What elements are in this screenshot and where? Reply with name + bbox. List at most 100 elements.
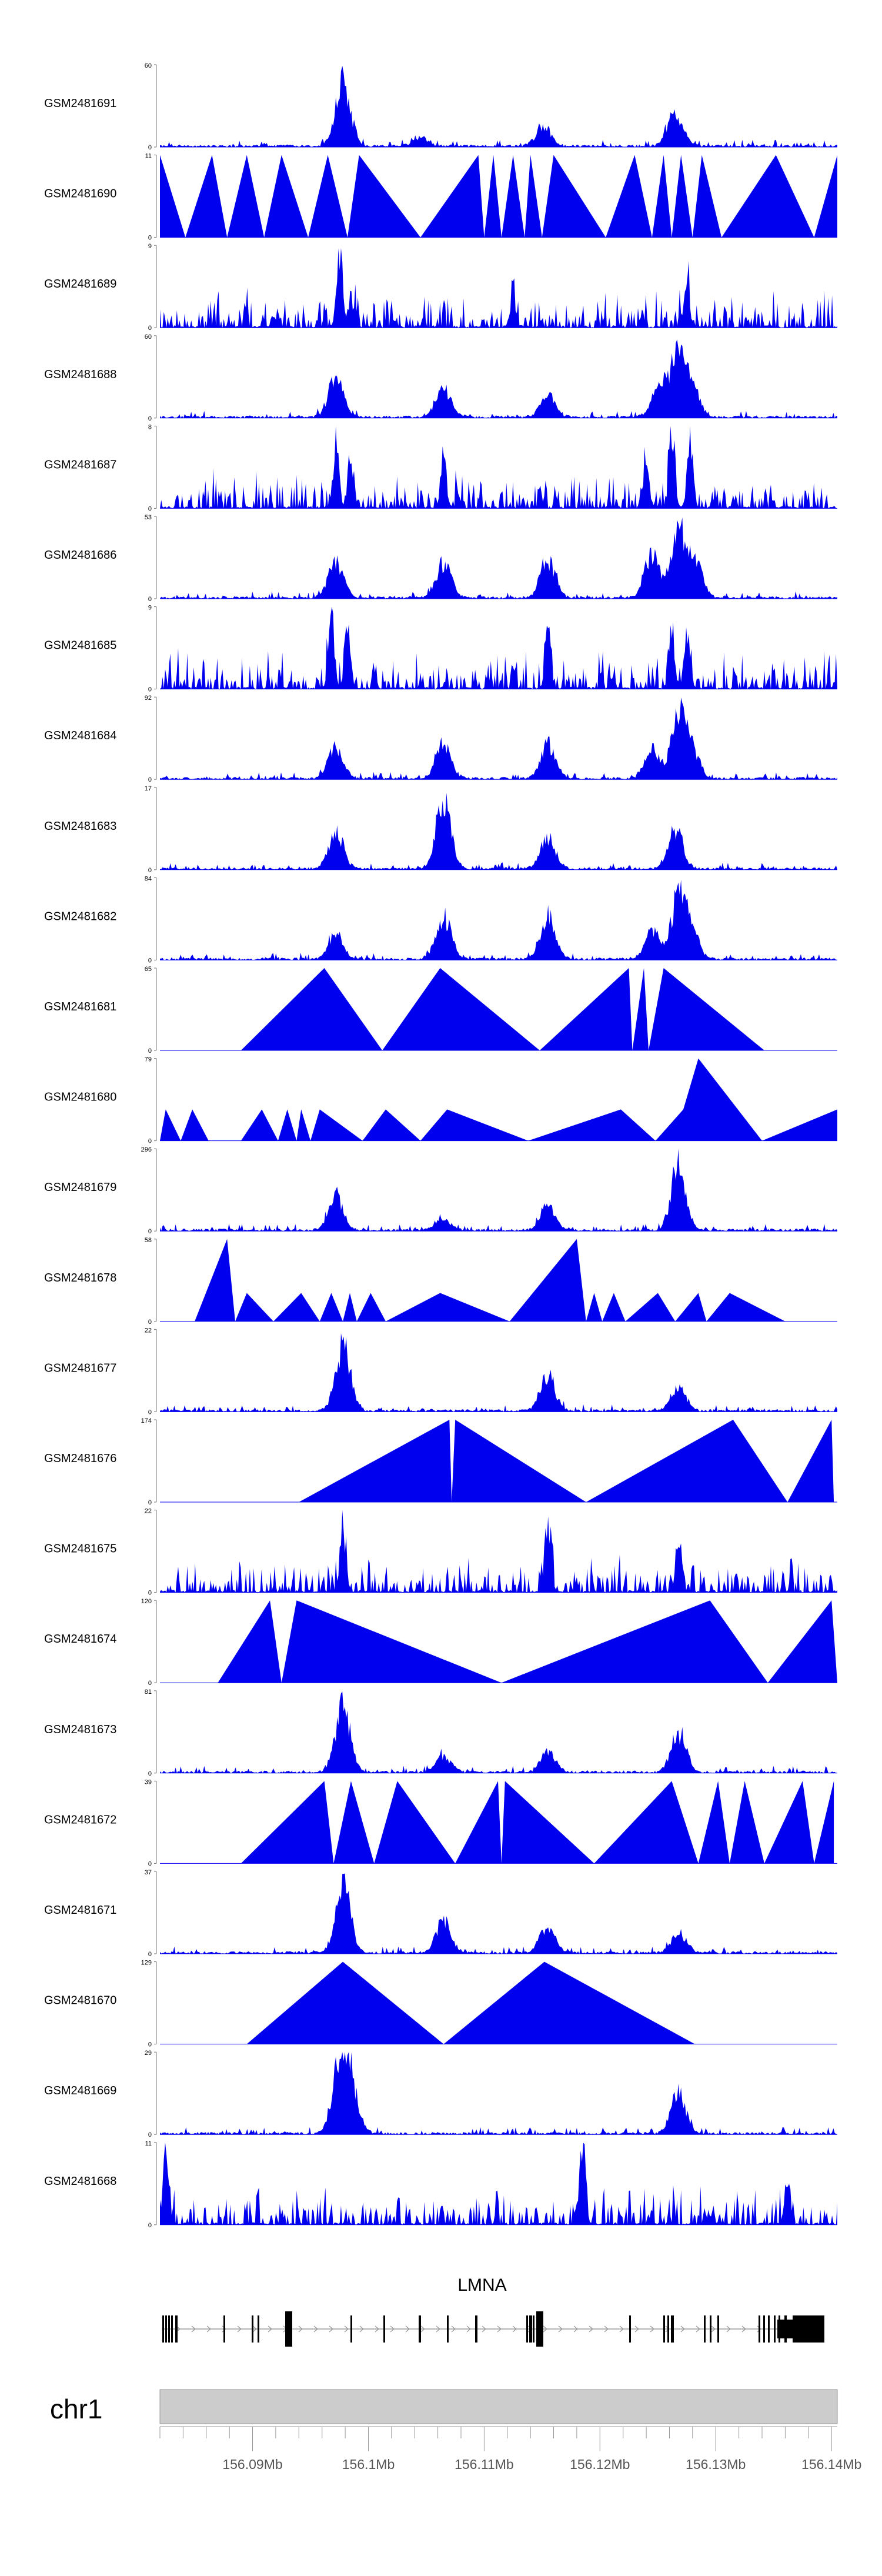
exon-block <box>774 2315 776 2343</box>
strand-chevron <box>436 2325 440 2333</box>
strand-chevron <box>482 2325 486 2333</box>
exon-block <box>447 2315 449 2343</box>
track-GSM2481690: GSM2481690 11 0 <box>44 153 837 242</box>
signal-area <box>160 2142 837 2225</box>
y-min-label: 0 <box>148 1860 152 1867</box>
exon-block <box>165 2315 167 2343</box>
track-GSM2481686: GSM2481686 53 0 <box>44 514 837 603</box>
y-max-label: 92 <box>145 695 152 702</box>
strand-chevron <box>390 2325 395 2333</box>
exon-block <box>171 2315 173 2343</box>
signal-area <box>160 2052 837 2135</box>
x-tick-label: 156.09Mb <box>222 2457 282 2472</box>
y-max-label: 79 <box>145 1056 152 1063</box>
strand-chevron <box>252 2325 257 2333</box>
y-max-label: 29 <box>145 2050 152 2057</box>
y-min-label: 0 <box>148 144 152 151</box>
exon-block <box>529 2315 532 2343</box>
exon-block <box>717 2315 719 2343</box>
exon-block <box>162 2315 164 2343</box>
track-GSM2481675: GSM2481675 22 0 <box>44 1508 837 1597</box>
exon-block <box>252 2315 253 2343</box>
signal-area <box>218 1600 837 1683</box>
y-min-label: 0 <box>148 235 152 242</box>
y-max-label: 8 <box>148 423 152 431</box>
exon-block <box>763 2315 765 2343</box>
track-label: GSM2481691 <box>44 97 116 110</box>
y-max-label: 22 <box>145 1508 152 1515</box>
strand-chevron <box>634 2325 639 2333</box>
exon-block <box>704 2315 706 2343</box>
track-GSM2481669: GSM2481669 29 0 <box>44 2050 837 2138</box>
strand-chevron <box>573 2325 578 2333</box>
y-max-label: 9 <box>148 243 152 250</box>
track-label: GSM2481690 <box>44 188 116 201</box>
track-GSM2481688: GSM2481688 60 0 <box>44 333 837 422</box>
exon-block <box>671 2315 674 2343</box>
strand-chevron <box>420 2325 425 2333</box>
x-tick-label: 156.11Mb <box>455 2457 514 2472</box>
track-GSM2481677: GSM2481677 22 0 <box>44 1327 837 1416</box>
y-min-label: 0 <box>148 776 152 783</box>
track-label: GSM2481686 <box>44 549 116 562</box>
track-label: GSM2481672 <box>44 1813 116 1826</box>
track-GSM2481681: GSM2481681 65 0 <box>44 966 837 1055</box>
x-tick-label: 156.14Mb <box>801 2457 861 2472</box>
strand-chevron <box>543 2325 547 2333</box>
exon-block <box>629 2315 631 2343</box>
x-tick-label: 156.13Mb <box>686 2457 746 2472</box>
track-GSM2481680: GSM2481680 79 0 <box>44 1056 837 1145</box>
signal-area <box>299 1420 834 1502</box>
exon-block <box>223 2315 225 2343</box>
y-max-label: 22 <box>145 1327 152 1334</box>
strand-chevron <box>191 2325 196 2333</box>
strand-chevron <box>589 2325 593 2333</box>
y-max-label: 60 <box>145 62 152 69</box>
genomic-axis: 156.09Mb 156.1Mb 156.11Mb 156.12Mb 156.13Mb 1… <box>159 2426 861 2472</box>
signal-area <box>240 1781 834 1864</box>
exon-block <box>419 2315 421 2343</box>
track-GSM2481676: GSM2481676 174 0 <box>44 1417 837 1506</box>
exon-block <box>533 2315 534 2343</box>
y-min-label: 0 <box>148 596 152 603</box>
x-tick-label: 156.12Mb <box>570 2457 630 2472</box>
track-label: GSM2481683 <box>44 820 116 833</box>
track-GSM2481685: GSM2481685 9 0 <box>44 605 837 693</box>
track-GSM2481671: GSM2481671 37 0 <box>44 1869 837 1958</box>
strand-chevron <box>329 2325 333 2333</box>
y-min-label: 0 <box>148 1138 152 1145</box>
track-GSM2481684: GSM2481684 92 0 <box>44 695 837 783</box>
track-label: GSM2481689 <box>44 278 116 291</box>
signal-area <box>160 1691 837 1773</box>
y-min-label: 0 <box>148 1047 152 1055</box>
track-label: GSM2481676 <box>44 1452 116 1465</box>
track-label: GSM2481684 <box>44 729 116 742</box>
strand-chevron <box>558 2325 563 2333</box>
y-max-label: 65 <box>145 966 152 973</box>
signal-area <box>160 1058 837 1141</box>
exon-block <box>777 2320 824 2338</box>
signal-area <box>160 1149 837 1232</box>
track-label: GSM2481668 <box>44 2175 116 2188</box>
strand-chevron <box>344 2325 349 2333</box>
x-tick-label: 156.1Mb <box>342 2457 395 2472</box>
signal-area <box>160 1510 837 1593</box>
track-label: GSM2481685 <box>44 639 116 652</box>
y-min-label: 0 <box>148 686 152 693</box>
y-min-label: 0 <box>148 1409 152 1416</box>
y-min-label: 0 <box>148 1770 152 1777</box>
track-label: GSM2481678 <box>44 1272 116 1284</box>
track-label: GSM2481680 <box>44 1091 116 1104</box>
track-label: GSM2481670 <box>44 1994 116 2007</box>
strand-chevron <box>680 2325 685 2333</box>
exon-block <box>667 2315 669 2343</box>
signal-area <box>246 1961 695 2044</box>
track-GSM2481687: GSM2481687 8 0 <box>44 423 837 512</box>
signal-area <box>160 339 837 418</box>
track-GSM2481689: GSM2481689 9 0 <box>44 243 837 332</box>
track-GSM2481668: GSM2481668 11 0 <box>44 2140 837 2229</box>
track-label: GSM2481674 <box>44 1633 116 1646</box>
y-max-label: 11 <box>145 2140 152 2147</box>
signal-area <box>240 968 764 1050</box>
y-min-label: 0 <box>148 415 152 422</box>
